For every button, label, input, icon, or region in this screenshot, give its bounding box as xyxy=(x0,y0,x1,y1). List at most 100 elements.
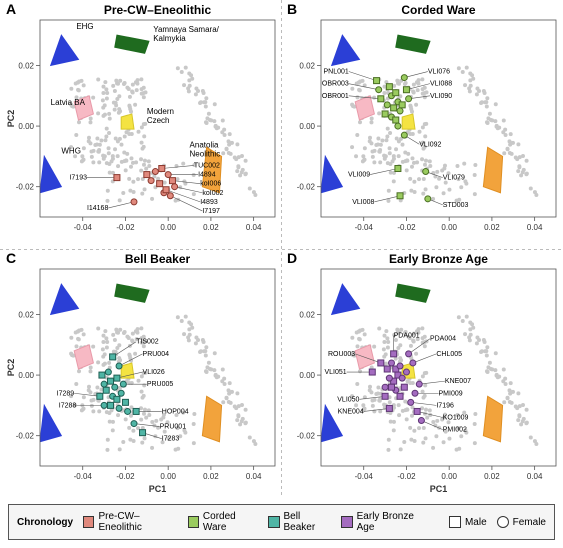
background-point xyxy=(135,331,139,335)
background-point xyxy=(423,371,427,375)
background-point xyxy=(404,81,408,85)
background-point xyxy=(188,333,192,337)
background-point xyxy=(240,170,244,174)
background-point xyxy=(223,382,227,386)
background-point xyxy=(442,191,446,195)
background-point xyxy=(516,418,520,422)
background-point xyxy=(107,361,111,365)
background-point xyxy=(227,388,231,392)
background-point xyxy=(384,138,388,142)
cluster-point xyxy=(384,102,390,108)
y-tick-label: 0.00 xyxy=(18,371,34,380)
background-point xyxy=(516,391,520,395)
background-point xyxy=(103,103,107,107)
background-point xyxy=(228,132,232,136)
ref-label-Yamnaya: Yamnaya Samara/ xyxy=(153,25,219,34)
background-point xyxy=(187,327,191,331)
cluster-point xyxy=(386,375,392,381)
background-point xyxy=(128,107,132,111)
sample-point xyxy=(140,430,146,436)
background-point xyxy=(139,77,143,81)
ref-label-EHG: EHG xyxy=(76,22,93,31)
background-point xyxy=(77,369,81,373)
background-point xyxy=(423,394,427,398)
background-point xyxy=(123,81,127,85)
legend-item-eba: Early Bronze Age xyxy=(341,511,429,533)
cluster-point xyxy=(116,405,122,411)
panels-svg: EHGWHGYamnaya Samara/KalmykiaLatvia BAMo… xyxy=(0,0,563,498)
background-point xyxy=(514,405,518,409)
sample-label: I14168 xyxy=(87,205,109,212)
background-point xyxy=(475,92,479,96)
background-point xyxy=(465,315,469,319)
background-point xyxy=(189,322,193,326)
background-point xyxy=(514,156,518,160)
background-point xyxy=(140,390,144,394)
sample-label: I7283 xyxy=(162,436,180,443)
sample-point xyxy=(116,363,122,369)
sample-point xyxy=(110,354,116,360)
background-point xyxy=(416,82,420,86)
background-point xyxy=(123,330,127,334)
background-point xyxy=(194,341,198,345)
background-point xyxy=(142,394,146,398)
background-point xyxy=(87,385,91,389)
background-point xyxy=(140,141,144,145)
background-point xyxy=(508,392,512,396)
figure-root: EHGWHGYamnaya Samara/KalmykiaLatvia BAMo… xyxy=(0,0,563,548)
background-point xyxy=(136,177,140,181)
cluster-point xyxy=(152,169,158,175)
background-point xyxy=(96,360,100,364)
background-point xyxy=(485,345,489,349)
cluster-point xyxy=(393,90,399,96)
sample-point xyxy=(403,87,409,93)
sample-point xyxy=(401,132,407,138)
background-point xyxy=(483,340,487,344)
background-point xyxy=(227,392,231,396)
background-point xyxy=(122,150,126,154)
background-point xyxy=(103,329,107,333)
background-point xyxy=(373,398,377,402)
sample-label: PMI009 xyxy=(439,390,463,397)
background-point xyxy=(423,134,427,138)
background-point xyxy=(504,382,508,386)
sample-label: VLI008 xyxy=(352,199,374,206)
background-point xyxy=(477,338,481,342)
cluster-point xyxy=(389,360,395,366)
background-point xyxy=(405,168,409,172)
background-point xyxy=(369,141,373,145)
background-point xyxy=(504,133,508,137)
background-point xyxy=(447,437,451,441)
sample-point xyxy=(382,393,388,399)
background-point xyxy=(418,130,422,134)
sample-label: VLI076 xyxy=(428,69,450,76)
background-point xyxy=(121,191,125,195)
background-point xyxy=(76,330,80,334)
background-point xyxy=(388,400,392,404)
background-point xyxy=(508,139,512,143)
cluster-point xyxy=(393,117,399,123)
background-point xyxy=(227,139,231,143)
panel-title: Corded Ware xyxy=(401,3,476,17)
y-tick-label: 0.02 xyxy=(18,310,34,319)
background-point xyxy=(386,161,390,165)
background-point xyxy=(357,330,361,334)
background-point xyxy=(113,108,117,112)
sample-point xyxy=(114,175,120,181)
background-point xyxy=(396,346,400,350)
background-point xyxy=(105,340,109,344)
background-point xyxy=(354,403,358,407)
background-point xyxy=(111,420,115,424)
background-point xyxy=(473,173,477,177)
background-point xyxy=(431,446,435,450)
background-point xyxy=(229,401,233,405)
background-point xyxy=(105,346,109,350)
background-point xyxy=(196,89,200,93)
background-point xyxy=(510,401,514,405)
background-point xyxy=(192,192,196,196)
background-point xyxy=(455,448,459,452)
y-axis-label: PC2 xyxy=(6,359,16,377)
panel-C: TIS002PRU004VLI026PRU005I7289I7288HOP004… xyxy=(6,250,275,494)
background-point xyxy=(176,315,180,319)
sample-label: I7196 xyxy=(436,402,454,409)
